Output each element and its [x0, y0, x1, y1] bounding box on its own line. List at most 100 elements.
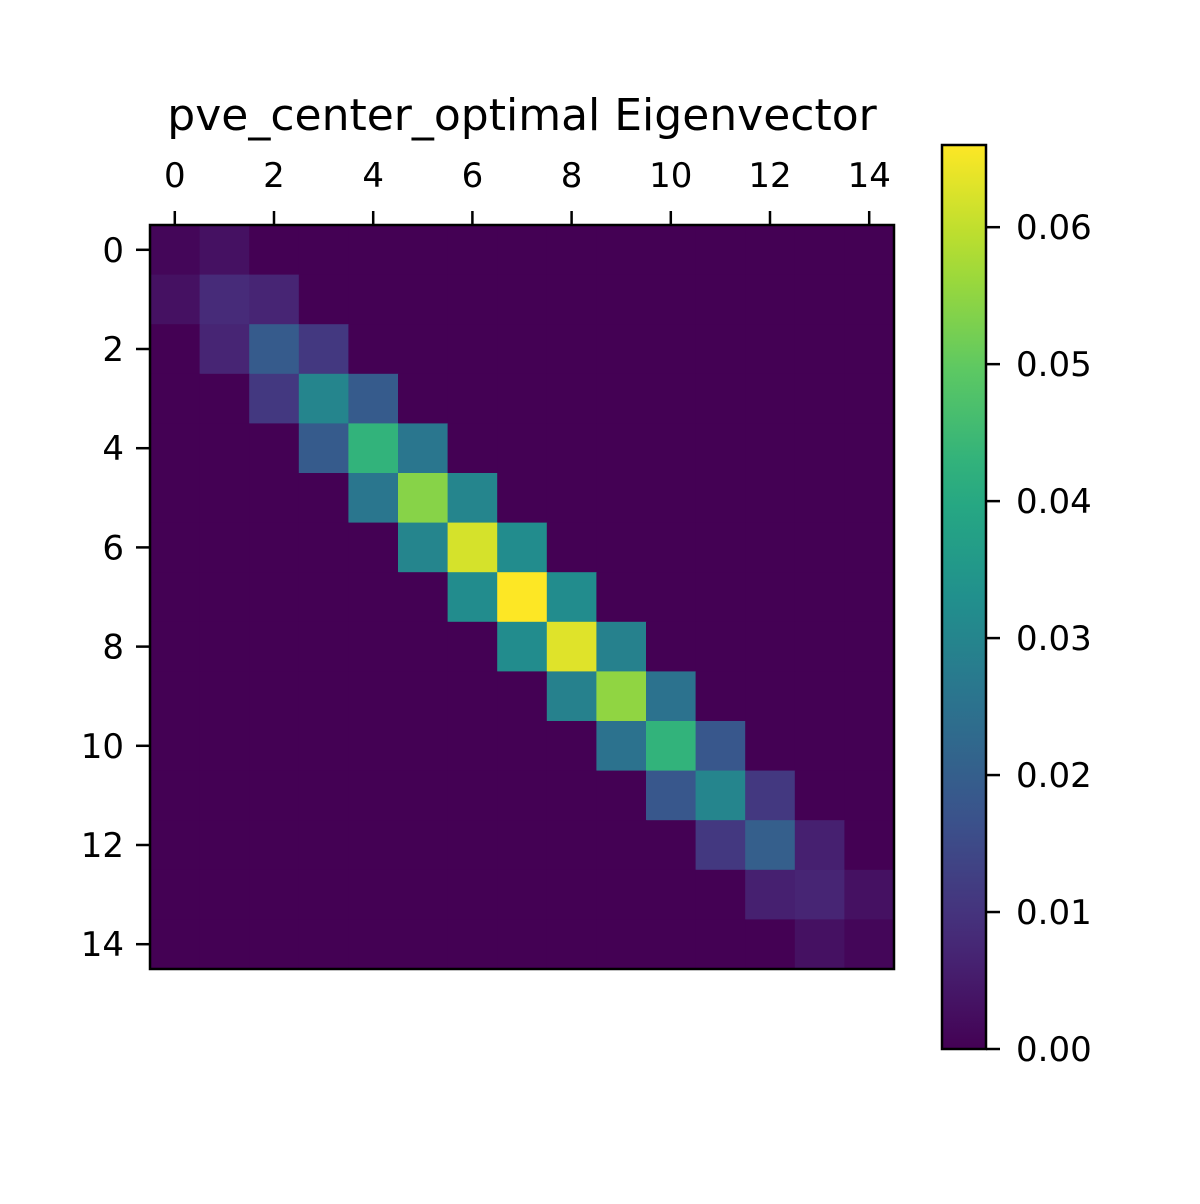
- heatmap-cell: [497, 869, 548, 920]
- x-tick-label: 4: [362, 156, 384, 196]
- heatmap-cell: [546, 770, 597, 821]
- heatmap-cell: [249, 324, 300, 375]
- heatmap-cell: [646, 820, 697, 871]
- heatmap-cell: [546, 820, 597, 871]
- heatmap-cell: [794, 473, 845, 524]
- heatmap-cell: [596, 522, 647, 573]
- heatmap-cell: [794, 522, 845, 573]
- heatmap-cell: [646, 721, 697, 772]
- heatmap-cell: [695, 423, 746, 474]
- heatmap-cell: [398, 869, 449, 920]
- heatmap-cell: [398, 423, 449, 474]
- heatmap-cell: [596, 324, 647, 375]
- heatmap-cell: [348, 423, 399, 474]
- heatmap-cell: [794, 572, 845, 623]
- heatmap-cell: [745, 225, 796, 276]
- heatmap-cell: [298, 621, 349, 672]
- heatmap-cell: [398, 671, 449, 722]
- heatmap-cell: [844, 572, 895, 623]
- colorbar-tick-label: 0.02: [1016, 756, 1092, 796]
- heatmap-cell: [150, 671, 201, 722]
- heatmap-cell: [298, 770, 349, 821]
- heatmap-cell: [646, 473, 697, 524]
- heatmap-cell: [398, 473, 449, 524]
- heatmap-cell: [249, 919, 300, 970]
- heatmap-cell: [447, 572, 498, 623]
- heatmap-cell: [348, 572, 399, 623]
- heatmap-cell: [348, 473, 399, 524]
- heatmap-cell: [150, 274, 201, 325]
- heatmap-cell: [497, 522, 548, 573]
- heatmap-cell: [794, 621, 845, 672]
- heatmap-cell: [348, 274, 399, 325]
- heatmap-cell: [646, 671, 697, 722]
- heatmap-cell: [844, 522, 895, 573]
- heatmap-cell: [745, 770, 796, 821]
- heatmap-cell: [348, 919, 399, 970]
- heatmap-cell: [447, 225, 498, 276]
- heatmap-cell: [150, 869, 201, 920]
- heatmap-cell: [447, 274, 498, 325]
- heatmap-cell: [497, 820, 548, 871]
- heatmap-cell: [199, 820, 250, 871]
- heatmap-cell: [497, 572, 548, 623]
- heatmap-cell: [596, 225, 647, 276]
- heatmap-cell: [199, 919, 250, 970]
- heatmap-cell: [596, 423, 647, 474]
- x-tick-label: 2: [263, 156, 285, 196]
- heatmap-cell: [447, 423, 498, 474]
- heatmap-cell: [745, 274, 796, 325]
- heatmap-cell: [844, 869, 895, 920]
- x-tick-label: 14: [848, 156, 891, 196]
- heatmap-cell: [249, 522, 300, 573]
- heatmap-cell: [398, 770, 449, 821]
- heatmap-cell: [199, 423, 250, 474]
- heatmap-cell: [646, 770, 697, 821]
- plot-frame: [148, 223, 896, 971]
- heatmap-cell: [794, 225, 845, 276]
- x-tick-label: 6: [462, 156, 484, 196]
- heatmap-cell: [695, 225, 746, 276]
- heatmap-cell: [646, 423, 697, 474]
- heatmap-cell: [249, 820, 300, 871]
- heatmap-cell: [745, 869, 796, 920]
- heatmap-cell: [199, 324, 250, 375]
- heatmap-cell: [447, 473, 498, 524]
- heatmap-cell: [546, 671, 597, 722]
- heatmap-cell: [348, 373, 399, 424]
- heatmap-cell: [596, 274, 647, 325]
- heatmap-cell: [745, 621, 796, 672]
- heatmap-cell: [695, 522, 746, 573]
- heatmap-cell: [794, 721, 845, 772]
- heatmap-cell: [199, 225, 250, 276]
- heatmap-cell: [745, 919, 796, 970]
- chart-title: pve_center_optimal Eigenvector: [167, 90, 877, 141]
- heatmap-cell: [199, 473, 250, 524]
- heatmap-cell: [646, 274, 697, 325]
- heatmap-cell: [398, 324, 449, 375]
- heatmap-cell: [646, 225, 697, 276]
- heatmap-cell: [844, 274, 895, 325]
- x-tick-label: 0: [164, 156, 186, 196]
- heatmap-cell: [150, 225, 201, 276]
- heatmap-cell: [695, 671, 746, 722]
- x-tick-label: 8: [561, 156, 583, 196]
- y-tick-label: 12: [81, 826, 124, 866]
- heatmap-cell: [249, 621, 300, 672]
- heatmap-cell: [596, 473, 647, 524]
- heatmap-cell: [249, 572, 300, 623]
- heatmap-cell: [745, 423, 796, 474]
- heatmap-cell: [447, 721, 498, 772]
- heatmap-cell: [199, 522, 250, 573]
- heatmap-cell: [447, 671, 498, 722]
- heatmap-cell: [794, 869, 845, 920]
- heatmap-cell: [844, 919, 895, 970]
- heatmap-cell: [546, 225, 597, 276]
- heatmap-cell: [546, 373, 597, 424]
- heatmap-cell: [298, 721, 349, 772]
- heatmap-cell: [596, 671, 647, 722]
- heatmap-cell: [695, 324, 746, 375]
- y-tick-label: 6: [102, 528, 124, 568]
- heatmap-cell: [695, 274, 746, 325]
